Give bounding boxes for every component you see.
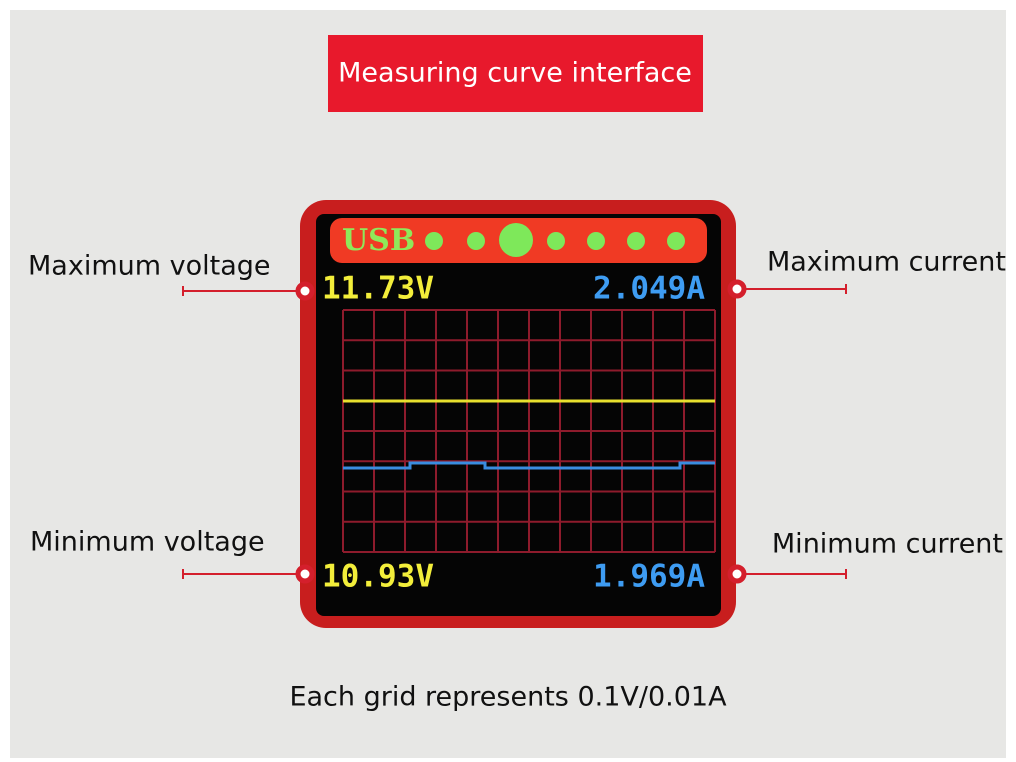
callout-label: Minimum current: [772, 529, 1003, 560]
page: Measuring curve interface USB 11.73V 2.0…: [0, 0, 1016, 762]
callout-label: Minimum voltage: [30, 527, 265, 558]
callout-label: Maximum voltage: [28, 251, 271, 282]
callout-label: Maximum current: [767, 247, 1006, 278]
min-voltage-value: 10.93V: [322, 559, 434, 595]
footer-note: Each grid represents 0.1V/0.01A: [289, 682, 727, 713]
title: Measuring curve interface: [338, 58, 692, 89]
max-voltage-value: 11.73V: [322, 271, 434, 307]
min-current-value: 1.969A: [593, 559, 705, 595]
mode-label: USB: [342, 223, 415, 258]
max-current-value: 2.049A: [593, 271, 705, 307]
